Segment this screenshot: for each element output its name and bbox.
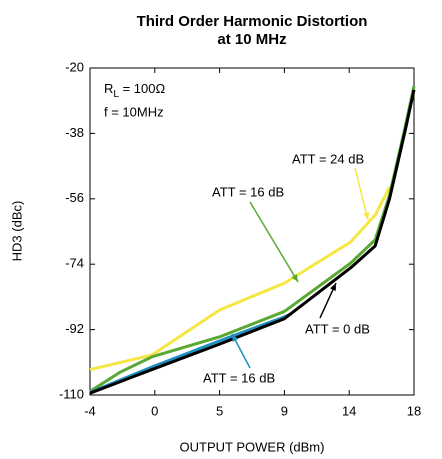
y-tick-label: -20: [65, 59, 84, 74]
condition-part: = 100Ω: [119, 81, 166, 96]
x-tick-label: 9: [281, 403, 288, 418]
condition-part: R: [104, 81, 113, 96]
y-tick-label: -38: [65, 125, 84, 140]
y-tick-label: -110: [59, 386, 84, 401]
arrow-head: [330, 283, 336, 291]
series-line: [89, 186, 391, 372]
y-tick-label: -56: [65, 190, 84, 205]
leader-line: [354, 167, 369, 221]
legend-label: ATT = 16 dB: [203, 370, 275, 385]
leader-line: [249, 201, 299, 283]
chart-title: Third Order Harmonic Distortion: [137, 13, 368, 30]
x-tick-label: 0: [151, 403, 158, 418]
x-tick-label: 14: [342, 403, 356, 418]
y-axis-label: HD3 (dBc): [9, 201, 24, 262]
condition: RL = 100Ω: [104, 81, 165, 99]
y-tick-label: -74: [65, 256, 84, 271]
x-tick-label: 5: [216, 403, 223, 418]
series-line: [89, 89, 416, 395]
x-tick-label: -4: [84, 403, 96, 418]
plot-frame: [89, 67, 415, 396]
condition: f = 10MHz: [104, 104, 164, 119]
arrow-head: [291, 274, 298, 282]
legend-label: ATT = 0 dB: [305, 321, 370, 336]
condition-part: L: [113, 89, 119, 100]
arrow-head: [363, 212, 370, 220]
y-tick-label: -92: [65, 321, 84, 336]
legend-label: ATT = 24 dB: [292, 151, 364, 166]
x-tick-label: 18: [407, 403, 421, 418]
x-axis-label: OUTPUT POWER (dBm): [180, 439, 325, 454]
arrow-head: [232, 334, 239, 342]
legend-label: ATT = 16 dB: [212, 184, 284, 199]
chart-title: at 10 MHz: [217, 31, 286, 48]
series-line: [89, 85, 416, 393]
